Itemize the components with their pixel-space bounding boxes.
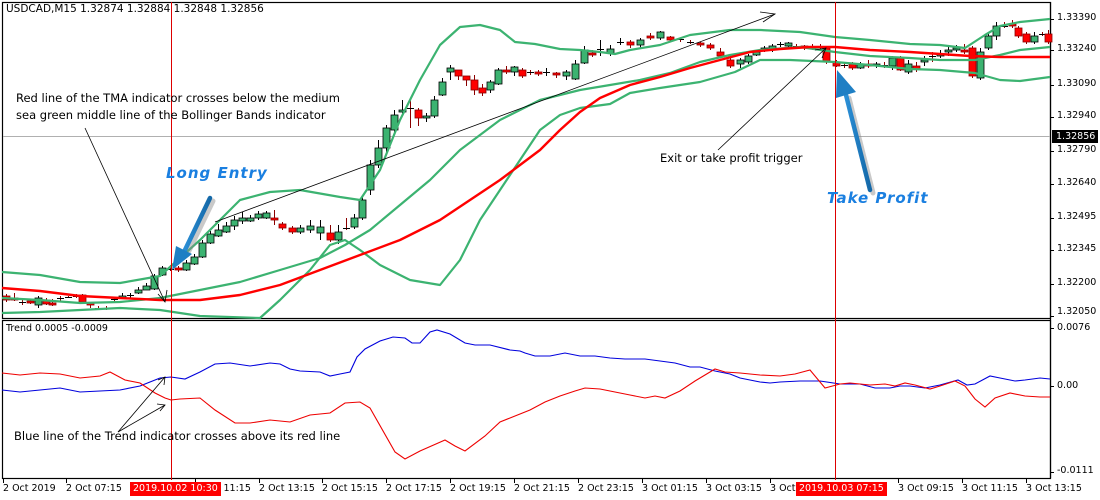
long-entry-label[interactable]: Long Entry (166, 164, 268, 182)
price-tick-label: 1.32940 (1057, 110, 1097, 121)
long-entry-arrow-icon (172, 195, 216, 270)
price-tick-label: 1.32640 (1057, 177, 1097, 188)
indicator-axis-top: 0.0076 (1057, 322, 1091, 333)
time-tick-label: 2 Oct 19:15 (450, 483, 506, 494)
time-tick-label: 2 Oct 11:15 (195, 483, 251, 494)
tma-cross-annotation[interactable]: Red line of the TMA indicator crosses be… (16, 90, 340, 124)
time-tickmarks (3, 478, 1027, 483)
tma-cross-annotation-line2: sea green middle line of the Bollinger B… (16, 108, 326, 122)
price-tick-label: 1.32790 (1057, 144, 1097, 155)
bollinger-upper-line (1, 17, 1051, 285)
exit-trigger-annotation[interactable]: Exit or take profit trigger (660, 151, 803, 165)
bollinger-middle-line (1, 45, 1051, 305)
candlesticks (2, 20, 1053, 310)
price-tick-label: 1.33390 (1057, 12, 1097, 23)
price-tick-label: 1.33090 (1057, 78, 1097, 89)
time-tick-label: 3 Oct 03:15 (706, 483, 762, 494)
tma-cross-annotation-line1: Red line of the TMA indicator crosses be… (16, 91, 340, 105)
trend-red-line (1, 368, 1050, 460)
time-tick-label: 3 Oct 13:15 (1026, 483, 1082, 494)
trend-indicator-lines (1, 329, 1051, 460)
trend-annotation-pointers (117, 376, 166, 433)
time-tick-label: 2 Oct 07:15 (66, 483, 122, 494)
price-tick-label: 1.32345 (1057, 243, 1097, 254)
tma-line (1, 45, 1050, 302)
price-tick-label: 1.32050 (1057, 306, 1097, 317)
price-tick-label: 1.32200 (1057, 277, 1097, 288)
time-tick-label: 2 Oct 2019 (3, 483, 56, 494)
time-tick-label: 2 Oct 13:15 (259, 483, 315, 494)
trendline-object[interactable] (214, 11, 777, 223)
bollinger-lower-line (1, 58, 1051, 320)
time-tick-label: 2 Oct 23:15 (578, 483, 634, 494)
trend-indicator-title: Trend 0.0005 -0.0009 (6, 323, 108, 334)
take-profit-label[interactable]: Take Profit (827, 189, 929, 207)
time-tick-label: 3 Oct 01:15 (642, 483, 698, 494)
indicator-axis-bottom: -0.0111 (1057, 465, 1094, 476)
price-tickmarks (1050, 19, 1054, 473)
price-tick-label: 1.33240 (1057, 43, 1097, 54)
time-tick-label: 2 Oct 17:15 (386, 483, 442, 494)
time-tick-label: 3 Oct 09:15 (898, 483, 954, 494)
indicator-pane-frame (1, 319, 1052, 480)
exit-annotation-pointer (717, 47, 827, 151)
time-tick-label: 2 Oct 15:15 (322, 483, 378, 494)
trend-cross-annotation[interactable]: Blue line of the Trend indicator crosses… (14, 429, 341, 443)
take-profit-arrow-icon (836, 70, 876, 196)
trend-blue-line (1, 329, 1051, 393)
price-tick-label: 1.32495 (1057, 211, 1097, 222)
time-tick-label: 2 Oct 21:15 (514, 483, 570, 494)
exit-time-badge: 2019.10.03 07:15 (796, 482, 887, 496)
tma-annotation-pointer (84, 127, 168, 303)
entry-time-badge: 2019.10.02 10:30 (130, 482, 221, 496)
indicator-axis-mid: 0.00 (1057, 380, 1079, 391)
price-indicator-lines (1, 17, 1051, 320)
current-price-badge: 1.32856 (1052, 130, 1098, 143)
time-tick-label: 3 Oct 11:15 (962, 483, 1018, 494)
symbol-ohlc-info: USDCAD,M15 1.32874 1.32884 1.32848 1.328… (6, 3, 264, 15)
